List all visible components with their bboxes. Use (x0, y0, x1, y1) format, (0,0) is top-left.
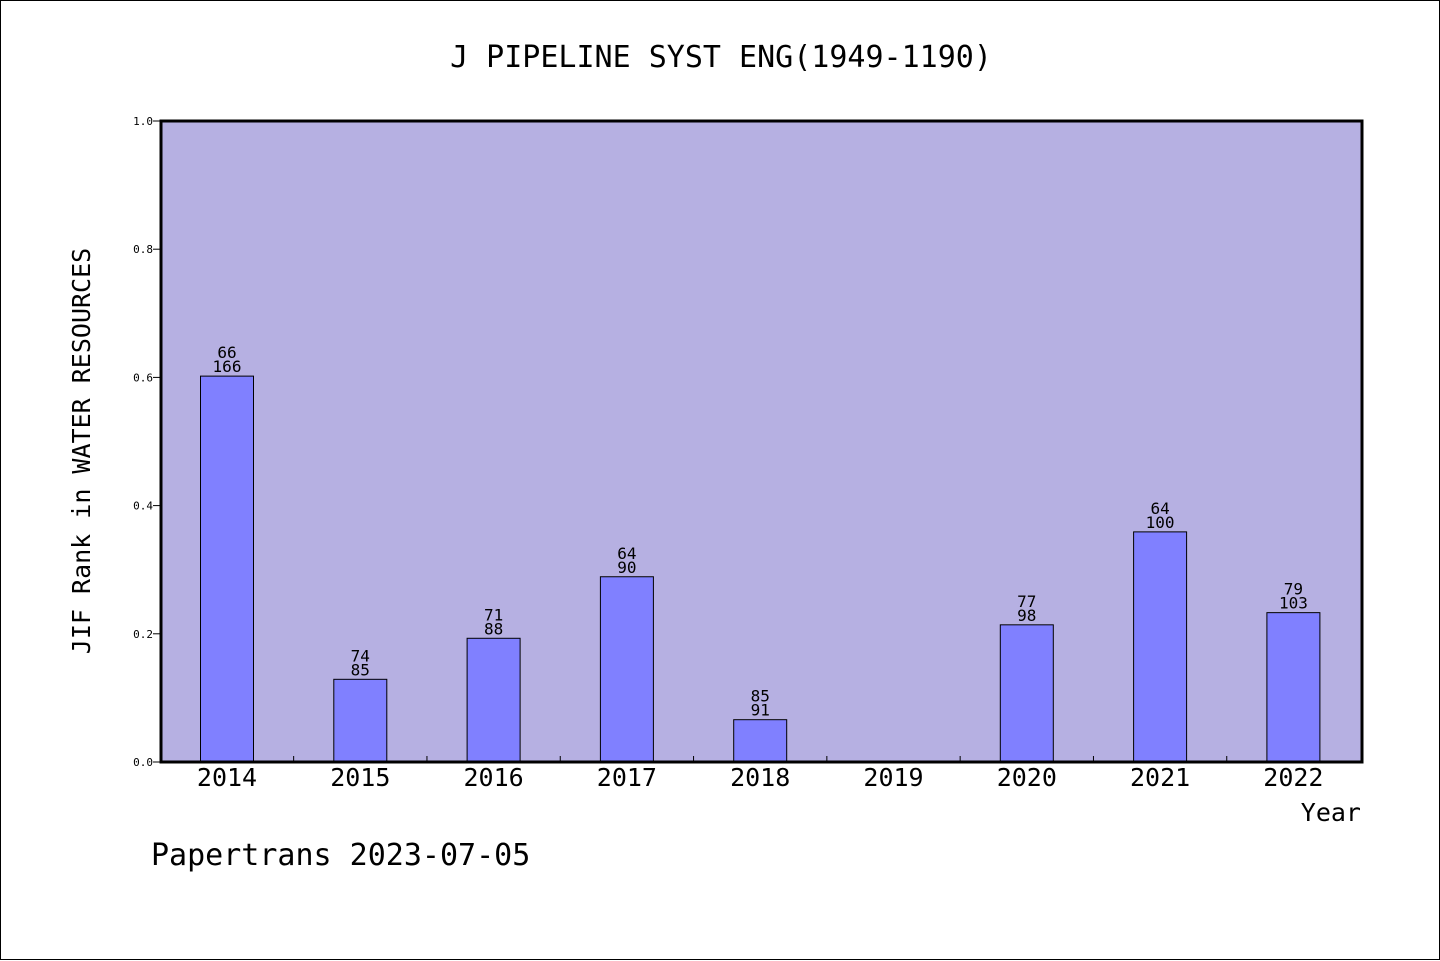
y-tick-label: 0.2 (133, 628, 153, 641)
bars-layer (200, 375, 1321, 763)
bar-2020 (999, 624, 1054, 763)
data-label-rank-2018: 85 (751, 687, 770, 706)
data-label-rank-2015: 74 (351, 646, 370, 665)
x-tick-label-2022: 2022 (1263, 763, 1323, 792)
data-label-rank-2022: 79 (1284, 580, 1303, 599)
data-label-total-2014: 166 (213, 357, 242, 376)
bar-2016 (466, 637, 521, 763)
bar-2022 (1266, 612, 1321, 763)
x-tick-label-2021: 2021 (1130, 763, 1190, 792)
x-axis: 2014 2015 2016 2017 2018 2019 2020 2021 2022 (197, 756, 1324, 792)
plot-border (159, 119, 1364, 764)
data-label-total-2016: 88 (484, 619, 503, 638)
bar-2015 (333, 678, 388, 763)
y-tick-label: 0.4 (133, 500, 153, 513)
bar-2017 (599, 576, 654, 763)
x-tick-label-2020: 2020 (997, 763, 1057, 792)
data-label-total-2015: 85 (351, 660, 370, 679)
data-label-total-2022: 103 (1279, 594, 1308, 613)
data-label-total-2017: 90 (617, 558, 636, 577)
data-label-total-2018: 91 (751, 701, 770, 720)
x-tick-label-2017: 2017 (597, 763, 657, 792)
chart-title: J PIPELINE SYST ENG(1949-1190) (450, 40, 992, 75)
x-tick-label-2016: 2016 (463, 763, 523, 792)
x-axis-label: Year (1301, 798, 1361, 827)
data-label-rank-2020: 77 (1017, 592, 1036, 611)
y-tick-label: 0.0 (133, 756, 153, 769)
bar-2018 (733, 719, 788, 763)
data-label-rank-2014: 66 (217, 343, 236, 362)
footer-text: Papertrans 2023-07-05 (151, 838, 530, 873)
x-tick-label-2018: 2018 (730, 763, 790, 792)
y-tick-label: 1.0 (133, 115, 153, 128)
x-tick-label-2014: 2014 (197, 763, 257, 792)
data-label-rank-2016: 71 (484, 605, 503, 624)
y-tick-label: 0.6 (133, 371, 153, 384)
y-axis-label: JIF Rank in WATER RESOURCES (67, 248, 96, 654)
data-label-rank-2017: 64 (617, 544, 636, 563)
bar-2014 (200, 375, 254, 763)
data-label-total-2021: 100 (1146, 513, 1175, 532)
x-tick-label-2019: 2019 (863, 763, 923, 792)
bar-2021 (1133, 531, 1188, 763)
x-tick-label-2015: 2015 (330, 763, 390, 792)
data-label-rank-2021: 64 (1150, 499, 1169, 518)
data-label-total-2020: 98 (1017, 606, 1036, 625)
y-tick-label: 0.8 (133, 243, 153, 256)
y-axis: 0.0 0.2 0.4 0.6 0.8 1.0 (133, 115, 161, 769)
